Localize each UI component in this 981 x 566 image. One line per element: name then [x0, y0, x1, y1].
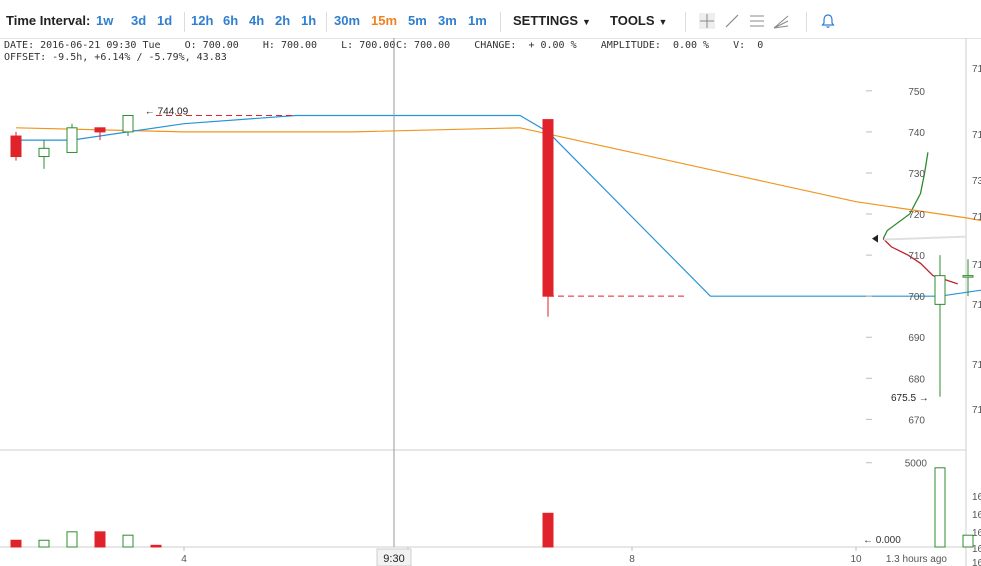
last-update-label: 1.3 hours ago [886, 554, 948, 565]
candle-body [934, 275, 946, 305]
tools-label: TOOLS [610, 13, 655, 28]
depth-tick-label: 71 [972, 130, 981, 141]
fan-tool-icon[interactable] [773, 13, 789, 29]
depth-tick-label: 730 [972, 176, 981, 187]
depth-tick-label: 71 [972, 360, 981, 371]
offset-readout: OFFSET: -9.5h, +6.14% / -5.79%, 43.83 [4, 52, 227, 63]
hlines-icon[interactable] [749, 13, 765, 29]
chevron-down-icon: ▼ [658, 17, 668, 27]
y-tick-label: 680 [908, 374, 925, 385]
settings-menu[interactable]: SETTINGS ▼ [513, 0, 591, 38]
interval-4h[interactable]: 4h [249, 13, 265, 28]
bell-icon[interactable] [820, 13, 836, 29]
ma-slow-line [15, 127, 981, 222]
candle-body [10, 135, 22, 158]
line-tool-icon[interactable] [724, 13, 740, 29]
toolbar-separator [326, 12, 327, 32]
y-tick-label: 750 [908, 87, 925, 98]
volume-bar [10, 539, 22, 548]
cursor-x-label: 9:30 [383, 553, 404, 565]
interval-6h[interactable]: 6h [223, 13, 239, 28]
depth-bid-curve [882, 152, 929, 239]
volume-bar [962, 534, 974, 548]
candle-body [962, 275, 974, 278]
settings-label: SETTINGS [513, 13, 579, 28]
price-annotation: ← 744.09 [145, 107, 189, 118]
ohlc-readout: DATE: 2016-06-21 09:30 Tue O: 700.00 H: … [4, 40, 396, 51]
depth-tick-label: 16 [972, 528, 981, 539]
toolbar-separator [806, 12, 807, 32]
depth-tick-label: 16 [972, 510, 981, 521]
volume-bar [542, 512, 554, 548]
price-annotation: 675.5 → [891, 393, 929, 404]
depth-mid-band [883, 235, 967, 241]
candle-body [542, 119, 554, 297]
tools-menu[interactable]: TOOLS ▼ [610, 0, 667, 38]
depth-tick-label: 71 [972, 405, 981, 416]
interval-15m[interactable]: 15m [371, 13, 398, 28]
toolbar-separator [500, 12, 501, 32]
depth-tick-label: 71 [972, 260, 981, 271]
change-readout: C: 700.00 CHANGE: + 0.00 % AMPLITUDE: 0.… [396, 40, 764, 51]
volume-bar [38, 539, 50, 548]
toolbar: Time Interval: 1w 3d 1d 12h 6h 4h 2h 1h 30m 15m 5m… [0, 0, 981, 39]
y-tick-label: 700 [908, 292, 925, 303]
volume-readout: ← 0.000 [863, 535, 901, 546]
volume-bar [150, 544, 162, 548]
interval-2h[interactable]: 2h [275, 13, 291, 28]
candle-body [122, 114, 134, 133]
depth-tick-label: 16 [972, 558, 981, 566]
depth-tick-label: 71 [972, 212, 981, 223]
y-tick-label: 670 [908, 415, 925, 426]
x-tick-label: 10 [850, 554, 862, 565]
interval-30m[interactable]: 30m [334, 13, 361, 28]
depth-tick-label: 16 [972, 492, 981, 503]
y-tick-label: 690 [908, 333, 925, 344]
interval-3m[interactable]: 3m [438, 13, 457, 28]
toolbar-separator [184, 12, 185, 32]
candle-body [94, 127, 106, 133]
y-tick-label: 730 [908, 169, 925, 180]
volume-bar [66, 531, 78, 548]
ma-fast-line [16, 114, 981, 297]
depth-tick-label: 71 [972, 64, 981, 75]
interval-3d[interactable]: 3d [131, 13, 147, 28]
interval-5m[interactable]: 5m [408, 13, 427, 28]
candle-body [66, 127, 78, 153]
x-tick-label: 4 [181, 554, 187, 565]
time-interval-label: Time Interval: [6, 13, 91, 28]
price-chart[interactable]: 750 740 730 720 710 700 690 680 670 5000 ← 0.000 4 6… [0, 38, 981, 566]
volume-bar [122, 534, 134, 548]
depth-tick-label: 16 [972, 544, 981, 555]
cursor-x-label-box [376, 548, 412, 566]
interval-1w[interactable]: 1w [96, 13, 114, 28]
depth-tick-label: 71 [972, 300, 981, 311]
interval-1m[interactable]: 1m [468, 13, 487, 28]
crosshair-icon[interactable] [699, 13, 715, 29]
interval-1h[interactable]: 1h [301, 13, 317, 28]
volume-bar [934, 467, 946, 548]
toolbar-separator [685, 12, 686, 32]
y-tick-label: 710 [908, 251, 925, 262]
candle-body [38, 147, 50, 158]
chevron-down-icon: ▼ [582, 17, 591, 27]
volume-tick-label: 5000 [905, 459, 928, 470]
y-tick-label: 720 [908, 210, 925, 221]
y-tick-label: 740 [908, 128, 925, 139]
current-price-marker [872, 234, 878, 243]
volume-bar [94, 531, 106, 548]
interval-12h[interactable]: 12h [191, 13, 214, 28]
x-tick-label: 8 [629, 554, 635, 565]
interval-1d[interactable]: 1d [157, 13, 173, 28]
